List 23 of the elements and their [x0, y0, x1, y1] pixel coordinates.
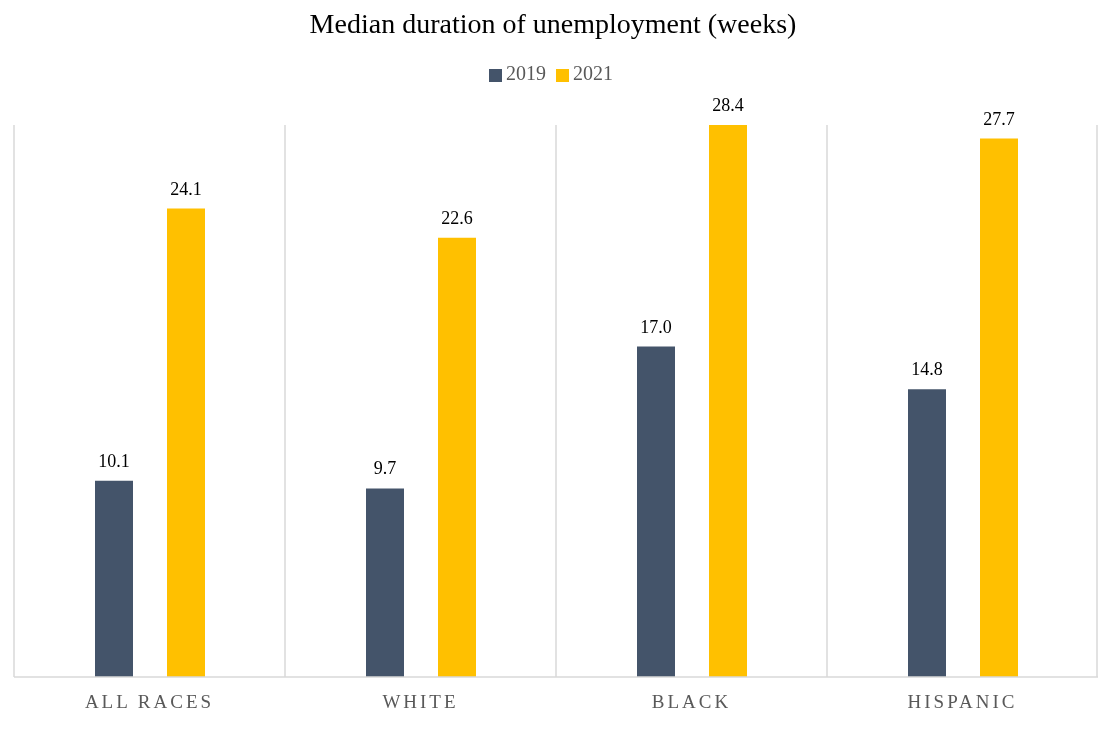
chart-title: Median duration of unemployment (weeks)	[308, 8, 798, 41]
bar	[908, 389, 946, 677]
bar	[366, 488, 404, 677]
bar	[167, 208, 205, 677]
bar	[709, 125, 747, 677]
data-label: 28.4	[712, 95, 744, 115]
data-label: 24.1	[170, 178, 202, 199]
data-label: 17.0	[640, 316, 672, 337]
x-tick-label: ALL RACES	[84, 691, 215, 713]
bar	[95, 480, 133, 677]
data-label: 9.7	[373, 458, 397, 479]
data-label: 27.7	[983, 108, 1015, 129]
data-label: 22.6	[441, 207, 473, 228]
legend-label: 2019	[506, 62, 546, 84]
bar	[438, 237, 476, 677]
x-tick-label: BLACK	[651, 691, 732, 713]
x-tick-label: WHITE	[382, 691, 459, 713]
legend-label: 2021	[573, 62, 613, 84]
bar	[980, 138, 1018, 677]
data-label: 14.8	[911, 359, 943, 380]
bar	[637, 346, 675, 677]
data-label: 10.1	[98, 450, 130, 471]
x-tick-label: HISPANIC	[907, 691, 1018, 713]
